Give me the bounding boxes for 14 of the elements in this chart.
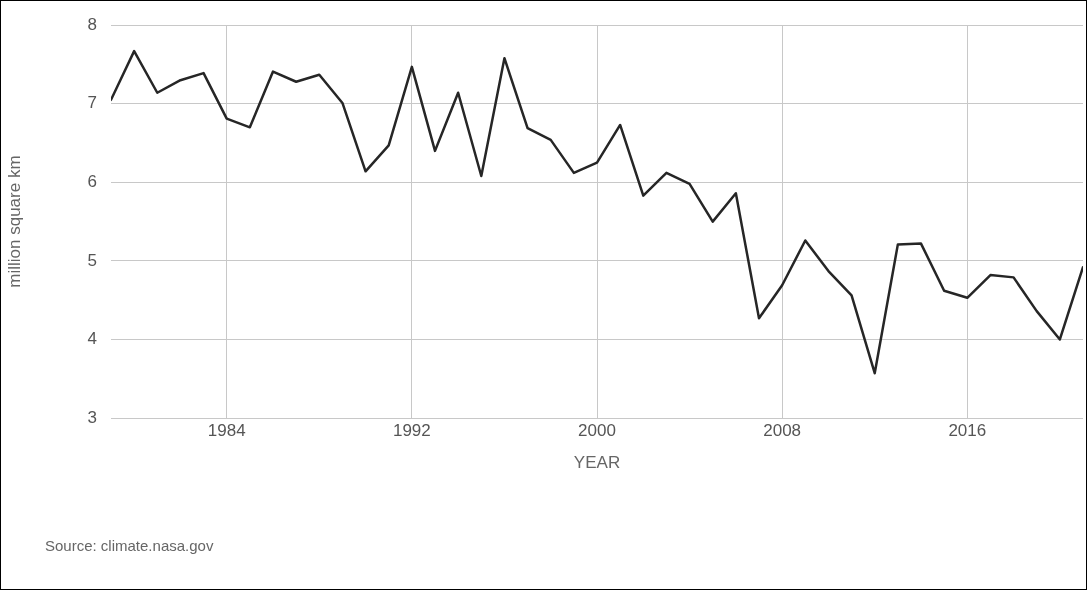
y-tick-label: 3 [87, 407, 97, 427]
y-tick-label: 8 [87, 14, 97, 34]
source-note: Source: climate.nasa.gov [45, 537, 214, 554]
x-tick-label: 1992 [392, 420, 431, 440]
x-tick-label: 2000 [578, 420, 616, 440]
y-axis-title: million square km [4, 155, 24, 288]
y-tick-label: 6 [87, 172, 97, 192]
x-tick-label: 1984 [207, 420, 246, 440]
y-tick-label: 4 [87, 329, 97, 349]
y-tick-label: 5 [87, 250, 97, 270]
x-axis-title: YEAR [573, 453, 621, 473]
x-tick-label: 2008 [763, 420, 802, 440]
x-tick-label: 2016 [948, 420, 987, 440]
y-tick-label: 7 [87, 93, 97, 113]
